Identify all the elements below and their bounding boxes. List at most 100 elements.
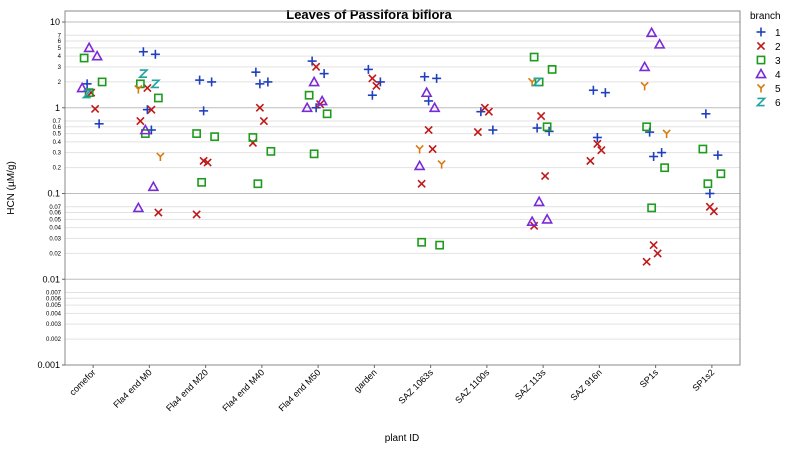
x-tick-label: Fla4 end M40	[220, 367, 266, 413]
y-tick-label: 0.07	[49, 205, 61, 211]
data-point-branch-1	[263, 77, 273, 87]
data-point-branch-3	[417, 237, 427, 247]
y-tick-label: 0.04	[49, 226, 61, 232]
data-point-branch-3	[192, 129, 202, 138]
data-point-branch-2	[136, 116, 145, 126]
y-tick-label: 0.003	[46, 322, 62, 328]
data-point-branch-2	[203, 158, 212, 167]
data-point-branch-4	[91, 49, 103, 61]
data-point-branch-2	[372, 81, 381, 91]
data-point-branch-4	[420, 86, 433, 98]
data-point-branch-4	[301, 101, 313, 113]
legend-label: 3	[775, 56, 781, 67]
x-tick-label: comefor	[67, 367, 97, 397]
data-point-branch-1	[319, 69, 329, 79]
data-point-branch-1	[657, 148, 667, 158]
y-tick-label: 6	[58, 39, 62, 45]
data-point-branch-3	[435, 240, 445, 250]
data-point-branch-5	[134, 84, 143, 94]
legend-marker-2	[756, 41, 766, 51]
x-axis: comefor Fla4 end M0 Fla4 end M20 Fla4 end M…	[67, 365, 716, 413]
data-point-branch-4	[526, 215, 538, 227]
data-point-branch-3	[309, 149, 319, 159]
data-point-branch-1	[82, 79, 92, 89]
data-point-branch-2	[368, 74, 377, 83]
grid	[65, 21, 740, 366]
legend: branch 1 2 3 4 5 6	[750, 11, 781, 109]
data-point-branch-1	[251, 67, 261, 77]
data-point-branch-3	[647, 203, 657, 213]
data-point-branch-1	[476, 107, 486, 117]
data-point-branch-1	[367, 90, 377, 100]
data-point-branch-4	[638, 60, 651, 72]
x-tick-label: SAZ 1100s	[453, 367, 491, 405]
data-point-branch-1	[424, 96, 434, 106]
x-tick-label: Fla4 end M20	[164, 367, 210, 413]
data-point-branch-4	[645, 26, 658, 38]
data-point-branch-2	[586, 156, 595, 166]
y-tick-label: 0.03	[49, 236, 61, 242]
x-tick-label: Fla4 end M50	[277, 367, 323, 413]
y-tick-label: 0.1	[47, 189, 60, 199]
data-point-branch-3	[97, 77, 107, 87]
data-point-branch-2	[255, 103, 265, 112]
data-point-branch-5	[156, 152, 165, 162]
y-tick-label: 3	[58, 65, 62, 71]
data-point-branch-4	[132, 201, 145, 213]
data-point-branch-2	[311, 62, 321, 72]
data-point-branch-1	[544, 126, 554, 136]
data-point-branch-2	[428, 144, 437, 154]
data-point-branch-2	[597, 146, 606, 155]
y-axis-label: HCN (µM/g)	[6, 161, 17, 215]
y-tick-label: 0.7	[53, 119, 62, 125]
y-tick-label: 10	[50, 17, 60, 27]
data-point-branch-3	[642, 122, 652, 132]
legend-title: branch	[750, 11, 781, 22]
x-tick-label: SP1s2	[690, 367, 716, 393]
data-point-branch-3	[716, 169, 726, 179]
data-point-branch-4	[76, 81, 88, 93]
legend-label: 4	[775, 70, 781, 81]
data-point-branch-1	[138, 47, 148, 57]
y-axis: 765 4 3 2 0.70.60.5 0.4 0.3 0.2 0.070.060.05 0.04…	[37, 17, 65, 370]
data-point-branch-4	[83, 41, 95, 53]
data-point-branch-3	[197, 177, 207, 187]
data-point-branch-1	[363, 64, 373, 74]
y-tick-label: 0.06	[49, 211, 61, 217]
data-point-branch-1	[307, 56, 317, 66]
data-point-branch-1	[255, 79, 265, 89]
data-point-branch-1	[311, 103, 321, 113]
y-tick-label: 0.05	[49, 217, 61, 223]
plot-frame	[64, 10, 741, 366]
data-point-branch-1	[150, 49, 160, 59]
data-point-branch-2	[642, 257, 651, 266]
data-point-branch-2	[259, 116, 269, 126]
y-tick-label: 1	[55, 103, 60, 113]
data-point-branch-4	[139, 123, 152, 135]
y-tick-label: 4	[58, 54, 62, 60]
data-point-branch-3	[253, 179, 263, 189]
data-point-branch-6	[149, 79, 161, 89]
data-point-branch-2	[147, 105, 156, 114]
data-point-branch-3	[84, 88, 94, 98]
data-point-branch-4	[413, 159, 426, 171]
data-point-branch-2	[653, 249, 662, 258]
legend-label: 2	[775, 42, 781, 53]
x-tick-label: garden	[352, 367, 379, 394]
legend-label: 6	[775, 98, 781, 109]
y-tick-label: 0.002	[46, 337, 62, 343]
data-point-branch-2	[473, 127, 483, 137]
y-tick-label: 0.5	[53, 132, 62, 138]
chart-title: Leaves of Passifora biflora	[286, 7, 452, 22]
data-point-branch-1	[588, 85, 598, 95]
data-point-branch-5	[437, 159, 446, 169]
data-point-branch-4	[316, 94, 328, 106]
data-point-branch-3	[79, 53, 89, 63]
data-point-branch-1	[432, 73, 442, 83]
y-tick-label: 0.004	[46, 311, 62, 317]
data-point-branch-3	[153, 93, 163, 103]
data-point-branch-6	[81, 89, 93, 99]
x-tick-label: SAZ 916n	[568, 367, 603, 402]
y-tick-label: 0.006	[46, 296, 62, 302]
data-point-branch-2	[484, 107, 494, 116]
